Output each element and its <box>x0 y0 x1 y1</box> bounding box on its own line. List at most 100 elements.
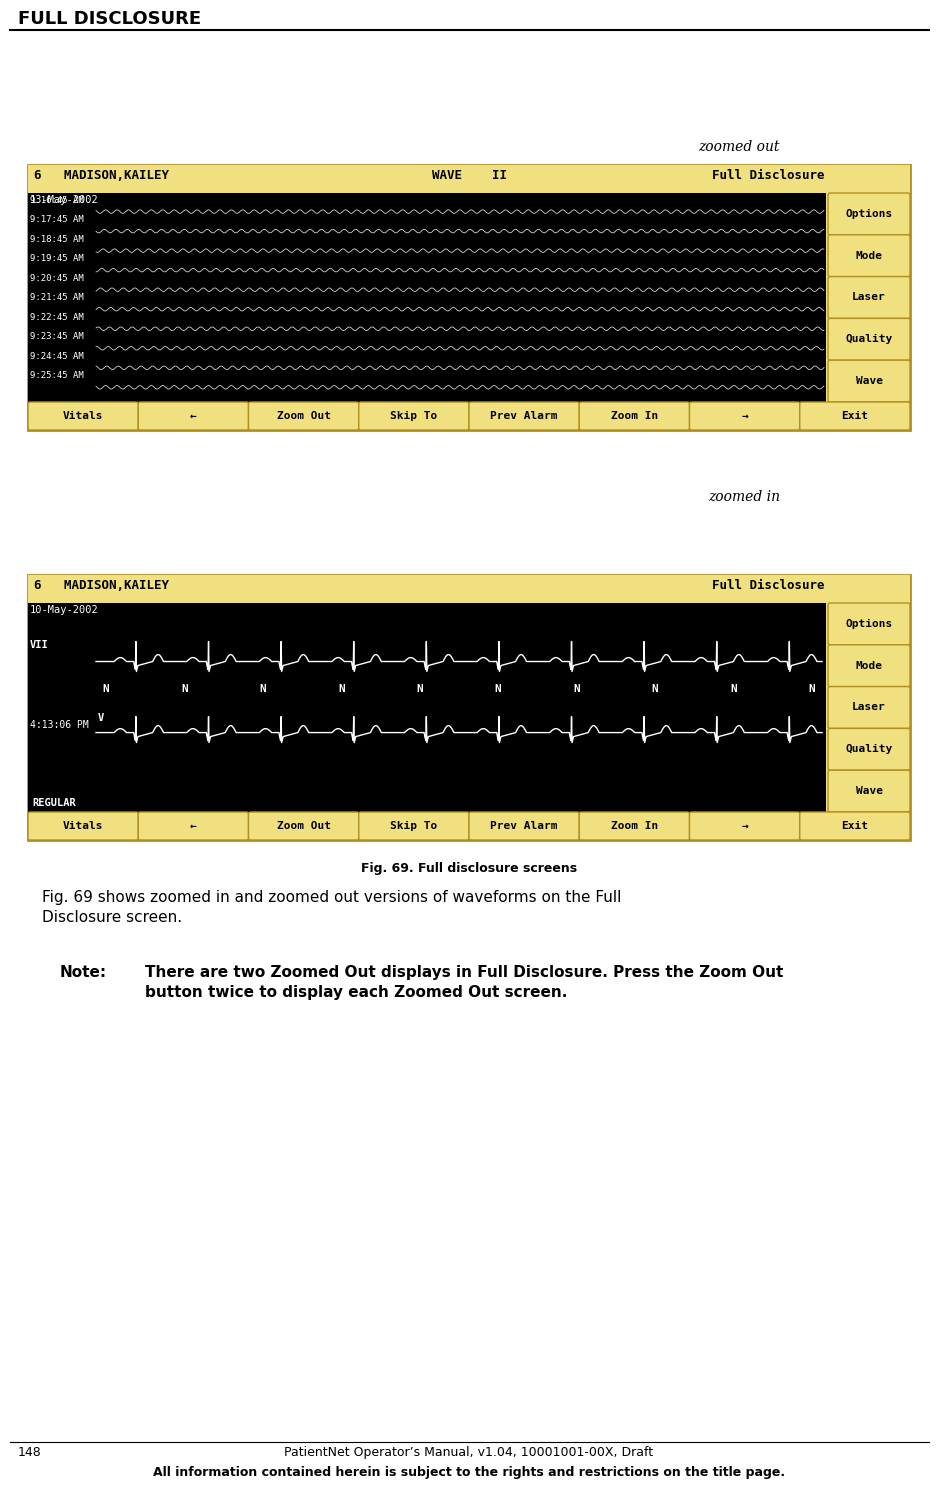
FancyBboxPatch shape <box>828 360 910 402</box>
Text: Fig. 69 shows zoomed in and zoomed out versions of waveforms on the Full: Fig. 69 shows zoomed in and zoomed out v… <box>42 890 622 905</box>
Text: Quality: Quality <box>845 335 893 344</box>
Text: PatientNet Operator’s Manual, v1.04, 10001001-00X, Draft: PatientNet Operator’s Manual, v1.04, 100… <box>285 1446 654 1460</box>
Text: Zoom Out: Zoom Out <box>277 821 331 830</box>
Text: N: N <box>574 683 580 693</box>
Text: Prev Alarm: Prev Alarm <box>490 411 558 421</box>
Text: Zoom In: Zoom In <box>610 821 658 830</box>
Bar <box>28 574 910 841</box>
Text: button twice to display each Zoomed Out screen.: button twice to display each Zoomed Out … <box>145 985 567 1000</box>
Text: V: V <box>98 713 104 723</box>
FancyBboxPatch shape <box>359 812 469 841</box>
Text: N: N <box>259 683 267 693</box>
Text: 9:23:45 AM: 9:23:45 AM <box>30 332 84 341</box>
Text: Full Disclosure: Full Disclosure <box>712 579 824 592</box>
Text: →: → <box>741 411 748 421</box>
FancyBboxPatch shape <box>469 402 579 430</box>
Text: N: N <box>416 683 423 693</box>
Text: Skip To: Skip To <box>391 411 438 421</box>
FancyBboxPatch shape <box>28 812 138 841</box>
FancyBboxPatch shape <box>689 812 800 841</box>
Text: Vitals: Vitals <box>63 411 103 421</box>
FancyBboxPatch shape <box>138 812 249 841</box>
Bar <box>28 574 910 603</box>
Bar <box>28 165 910 193</box>
Text: REGULAR: REGULAR <box>32 798 76 808</box>
Text: 13-May-2002: 13-May-2002 <box>30 195 99 205</box>
Bar <box>28 603 826 812</box>
Text: 148: 148 <box>18 1446 41 1460</box>
Text: There are two Zoomed Out displays in Full Disclosure. Press the Zoom Out: There are two Zoomed Out displays in Ful… <box>145 966 783 981</box>
Text: 9:20:45 AM: 9:20:45 AM <box>30 274 84 283</box>
Bar <box>28 193 826 402</box>
Text: Wave: Wave <box>855 786 883 796</box>
Text: Vitals: Vitals <box>63 821 103 830</box>
Text: 6   MADISON,KAILEY: 6 MADISON,KAILEY <box>34 579 169 592</box>
Text: N: N <box>808 683 815 693</box>
Text: zoomed in: zoomed in <box>708 490 780 504</box>
Text: Wave: Wave <box>855 376 883 385</box>
Text: VII: VII <box>30 640 49 650</box>
Text: Zoom Out: Zoom Out <box>277 411 331 421</box>
FancyBboxPatch shape <box>469 812 579 841</box>
FancyBboxPatch shape <box>249 402 359 430</box>
Text: Quality: Quality <box>845 744 893 754</box>
Text: N: N <box>731 683 737 693</box>
Text: N: N <box>102 683 109 693</box>
Text: Note:: Note: <box>60 966 107 981</box>
Text: Exit: Exit <box>841 821 869 830</box>
FancyBboxPatch shape <box>828 318 910 360</box>
FancyBboxPatch shape <box>828 277 910 318</box>
Text: Options: Options <box>845 619 893 629</box>
Text: 9:18:45 AM: 9:18:45 AM <box>30 235 84 244</box>
Bar <box>28 165 910 430</box>
FancyBboxPatch shape <box>828 771 910 812</box>
Text: Exit: Exit <box>841 411 869 421</box>
FancyBboxPatch shape <box>579 402 689 430</box>
Text: N: N <box>181 683 188 693</box>
FancyBboxPatch shape <box>800 812 910 841</box>
Text: ←: ← <box>190 411 197 421</box>
Text: Laser: Laser <box>852 293 885 302</box>
Text: WAVE    II: WAVE II <box>432 170 506 182</box>
Text: 6   MADISON,KAILEY: 6 MADISON,KAILEY <box>34 170 169 182</box>
FancyBboxPatch shape <box>249 812 359 841</box>
FancyBboxPatch shape <box>28 402 138 430</box>
FancyBboxPatch shape <box>828 729 910 771</box>
Text: 9:22:45 AM: 9:22:45 AM <box>30 312 84 321</box>
Text: FULL DISCLOSURE: FULL DISCLOSURE <box>18 10 201 28</box>
Text: N: N <box>652 683 658 693</box>
FancyBboxPatch shape <box>689 402 800 430</box>
Text: 9:25:45 AM: 9:25:45 AM <box>30 372 84 381</box>
Text: 9:21:45 AM: 9:21:45 AM <box>30 293 84 302</box>
Text: Zoom In: Zoom In <box>610 411 658 421</box>
FancyBboxPatch shape <box>138 402 249 430</box>
FancyBboxPatch shape <box>828 686 910 729</box>
FancyBboxPatch shape <box>800 402 910 430</box>
Text: zoomed out: zoomed out <box>699 140 780 153</box>
Text: Skip To: Skip To <box>391 821 438 830</box>
Text: ←: ← <box>190 821 197 830</box>
Text: Prev Alarm: Prev Alarm <box>490 821 558 830</box>
Text: 9:24:45 AM: 9:24:45 AM <box>30 353 84 362</box>
Text: 4:13:06 PM: 4:13:06 PM <box>30 720 89 729</box>
Text: 10-May-2002: 10-May-2002 <box>30 606 99 615</box>
Text: Disclosure screen.: Disclosure screen. <box>42 911 182 926</box>
FancyBboxPatch shape <box>828 235 910 277</box>
Text: Full Disclosure: Full Disclosure <box>712 170 824 182</box>
FancyBboxPatch shape <box>828 603 910 644</box>
Text: 9:16:45 AM: 9:16:45 AM <box>30 196 84 205</box>
FancyBboxPatch shape <box>828 193 910 235</box>
Text: 9:19:45 AM: 9:19:45 AM <box>30 254 84 263</box>
FancyBboxPatch shape <box>359 402 469 430</box>
Text: Mode: Mode <box>855 250 883 260</box>
Text: Laser: Laser <box>852 702 885 713</box>
FancyBboxPatch shape <box>579 812 689 841</box>
FancyBboxPatch shape <box>828 644 910 686</box>
Text: Mode: Mode <box>855 661 883 671</box>
Text: N: N <box>495 683 501 693</box>
Text: 9:17:45 AM: 9:17:45 AM <box>30 216 84 225</box>
Text: N: N <box>338 683 345 693</box>
Text: Options: Options <box>845 208 893 219</box>
Text: All information contained herein is subject to the rights and restrictions on th: All information contained herein is subj… <box>153 1466 785 1479</box>
Text: →: → <box>741 821 748 830</box>
